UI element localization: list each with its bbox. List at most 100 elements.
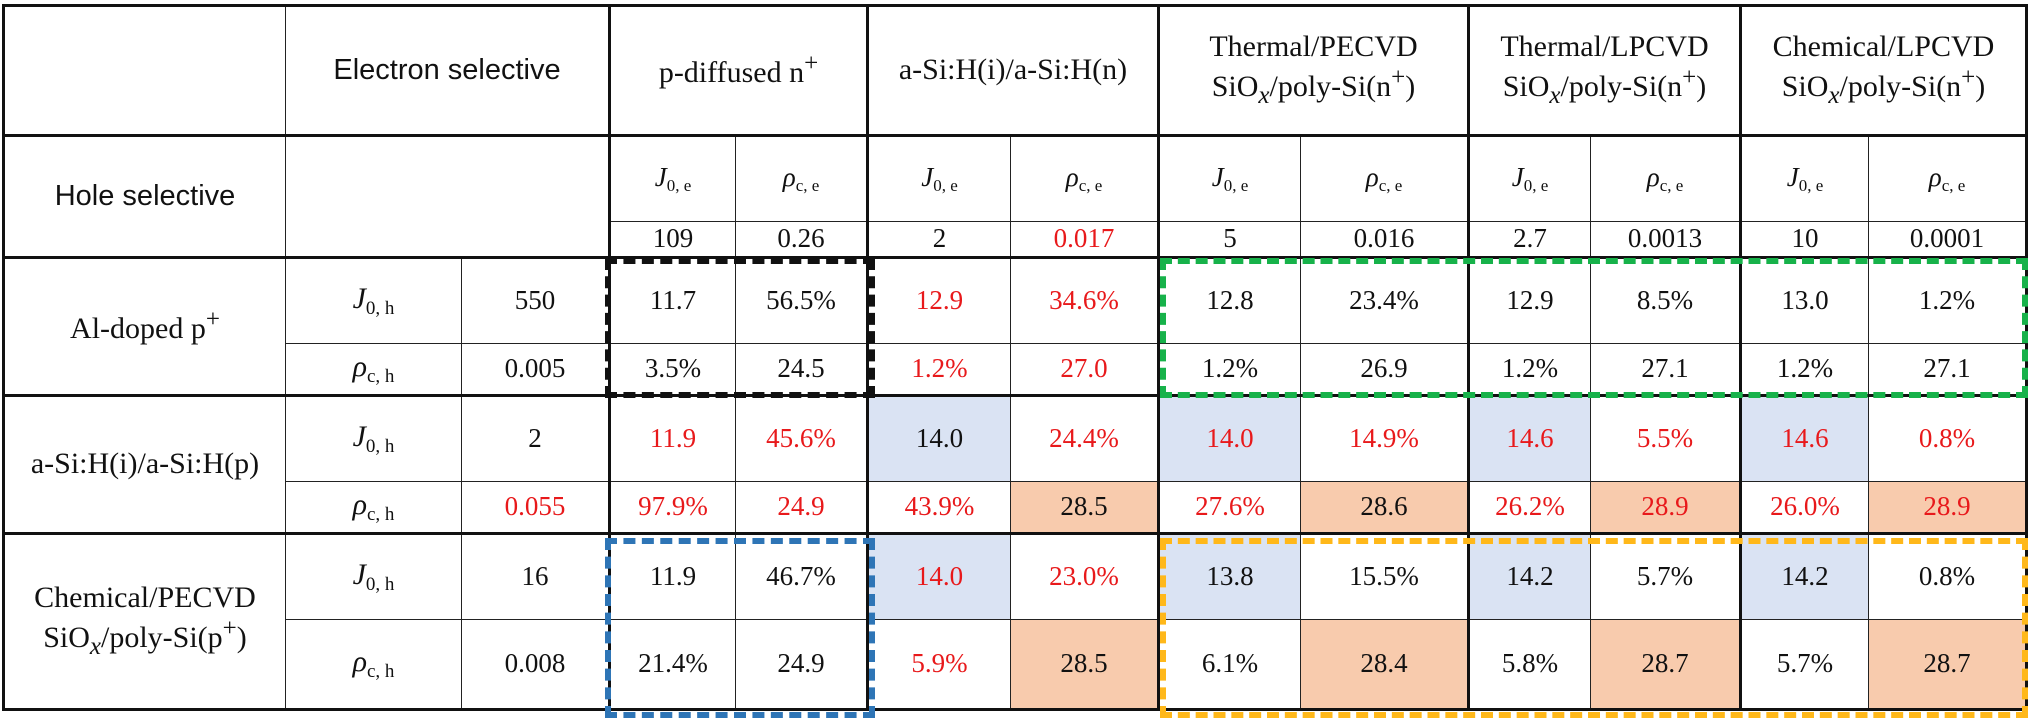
table-cell: 0.8% (1868, 394, 2028, 482)
table-cell: 24.9 (735, 481, 868, 534)
electron-value: 109 (609, 221, 736, 258)
table-cell: 43.9% (866, 481, 1011, 534)
j0e-symbol: J0, e (609, 134, 736, 222)
table-cell: 27.6% (1157, 481, 1301, 534)
table-cell: 27.1 (1868, 343, 2028, 396)
j0e-symbol: J0, e (866, 134, 1011, 222)
table-cell: 28.7 (1868, 619, 2028, 711)
table-cell: 26.2% (1467, 481, 1591, 534)
table-cell: 14.6 (1739, 394, 1869, 482)
table-cell: 1.2% (866, 343, 1011, 396)
col-header-thermal-pecvd: Thermal/PECVD SiOx/poly-Si(n+) (1157, 4, 1469, 136)
j0e-symbol: J0, e (1467, 134, 1591, 222)
table-cell: 3.5% (609, 343, 736, 396)
table-cell: 1.2% (1157, 343, 1301, 396)
table-cell: 45.6% (735, 394, 868, 482)
table-cell: 28.9 (1868, 481, 2028, 534)
table-cell: 26.9 (1300, 343, 1469, 396)
results-table: Electron selective p-diffused n+ a-Si:H(… (2, 4, 2028, 711)
table-cell: 56.5% (735, 256, 868, 344)
rhoce-symbol: ρc, e (1590, 134, 1741, 222)
table-cell: 6.1% (1157, 619, 1301, 711)
hole-selective-label: Hole selective (2, 134, 286, 258)
electron-value: 5 (1157, 221, 1301, 258)
table-cell: 28.6 (1300, 481, 1469, 534)
table-cell: 14.6 (1467, 394, 1591, 482)
j0h-symbol: J0, h (285, 394, 462, 482)
col-header-thermal-lpcvd: Thermal/LPCVD SiOx/poly-Si(n+) (1467, 4, 1741, 136)
electron-value: 10 (1739, 221, 1869, 258)
electron-value: 0.0013 (1590, 221, 1741, 258)
empty-header-cell (285, 134, 611, 258)
table-cell: 11.9 (609, 532, 736, 620)
table-cell: 12.8 (1157, 256, 1301, 344)
row-label-a-si-h-p: a-Si:H(i)/a-Si:H(p) (2, 394, 286, 534)
table-cell: 5.5% (1590, 394, 1741, 482)
table-cell: 14.2 (1739, 532, 1869, 620)
table-cell: 28.9 (1590, 481, 1741, 534)
electron-value: 2 (866, 221, 1011, 258)
table-cell: 13.8 (1157, 532, 1301, 620)
electron-value: 0.017 (1010, 221, 1159, 258)
table-cell: 27.1 (1590, 343, 1741, 396)
table-cell: 14.2 (1467, 532, 1591, 620)
j0e-symbol: J0, e (1157, 134, 1301, 222)
table-cell: 5.9% (866, 619, 1011, 711)
table-cell: 23.0% (1010, 532, 1159, 620)
table-cell: 24.4% (1010, 394, 1159, 482)
electron-value: 2.7 (1467, 221, 1591, 258)
table-cell: 28.5 (1010, 619, 1159, 711)
table-cell: 21.4% (609, 619, 736, 711)
table-cell: 28.4 (1300, 619, 1469, 711)
table-cell: 24.5 (735, 343, 868, 396)
table-cell: 5.7% (1739, 619, 1869, 711)
table-cell: 28.7 (1590, 619, 1741, 711)
table-cell: 14.9% (1300, 394, 1469, 482)
table-cell: 14.0 (866, 532, 1011, 620)
table-cell: 15.5% (1300, 532, 1469, 620)
table-cell: 12.9 (866, 256, 1011, 344)
j0e-symbol: J0, e (1739, 134, 1869, 222)
rhoch-symbol: ρc, h (285, 619, 462, 711)
col-header-a-si-h-n: a-Si:H(i)/a-Si:H(n) (866, 4, 1159, 136)
j0h-symbol: J0, h (285, 532, 462, 620)
hole-value: 16 (461, 532, 611, 620)
rhoce-symbol: ρc, e (1300, 134, 1469, 222)
table-cell: 27.0 (1010, 343, 1159, 396)
table-cell: 14.0 (1157, 394, 1301, 482)
electron-value: 0.26 (735, 221, 868, 258)
corner-cell (2, 4, 286, 136)
table-cell: 1.2% (1739, 343, 1869, 396)
table-cell: 1.2% (1868, 256, 2028, 344)
row-label-chemical-pecvd: Chemical/PECVD SiOx/poly-Si(p+) (2, 532, 286, 711)
hole-value: 2 (461, 394, 611, 482)
table-cell: 5.7% (1590, 532, 1741, 620)
table-cell: 28.5 (1010, 481, 1159, 534)
rhoce-symbol: ρc, e (1868, 134, 2028, 222)
rhoce-symbol: ρc, e (1010, 134, 1159, 222)
table-cell: 8.5% (1590, 256, 1741, 344)
table-cell: 26.0% (1739, 481, 1869, 534)
electron-value: 0.016 (1300, 221, 1469, 258)
electron-selective-label: Electron selective (285, 4, 611, 136)
rhoce-symbol: ρc, e (735, 134, 868, 222)
col-header-p-diffused: p-diffused n+ (609, 4, 868, 136)
table-cell: 46.7% (735, 532, 868, 620)
rhoch-symbol: ρc, h (285, 343, 462, 396)
electron-value: 0.0001 (1868, 221, 2028, 258)
table-cell: 97.9% (609, 481, 736, 534)
table-cell: 34.6% (1010, 256, 1159, 344)
hole-value: 0.008 (461, 619, 611, 711)
table-cell: 11.7 (609, 256, 736, 344)
table-cell: 0.8% (1868, 532, 2028, 620)
table-cell: 13.0 (1739, 256, 1869, 344)
table-cell: 14.0 (866, 394, 1011, 482)
rhoch-symbol: ρc, h (285, 481, 462, 534)
table-cell: 23.4% (1300, 256, 1469, 344)
hole-value: 0.055 (461, 481, 611, 534)
table-cell: 11.9 (609, 394, 736, 482)
table-cell: 5.8% (1467, 619, 1591, 711)
j0h-symbol: J0, h (285, 256, 462, 344)
row-label-al-doped: Al-doped p+ (2, 256, 286, 396)
table-cell: 24.9 (735, 619, 868, 711)
